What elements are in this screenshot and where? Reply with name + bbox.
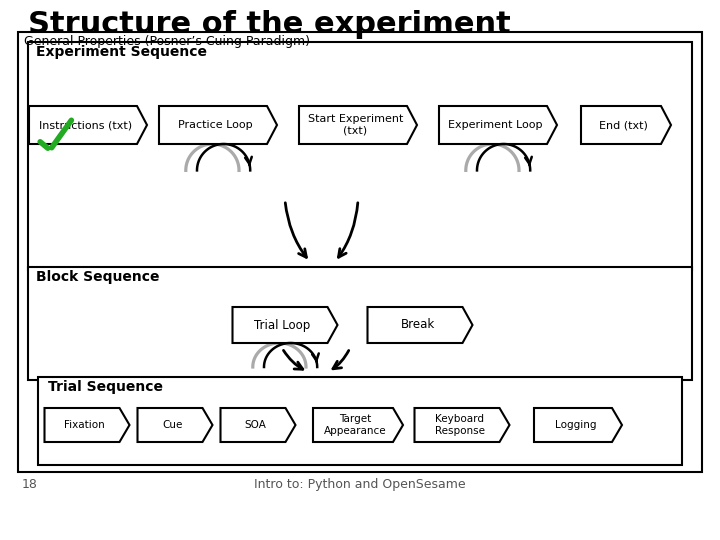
FancyBboxPatch shape <box>18 32 702 472</box>
Polygon shape <box>299 106 417 144</box>
Polygon shape <box>138 408 212 442</box>
Text: Keyboard
Response: Keyboard Response <box>434 414 485 436</box>
Polygon shape <box>45 408 130 442</box>
Text: Fixation: Fixation <box>64 420 105 430</box>
Text: Block Sequence: Block Sequence <box>36 270 160 284</box>
Polygon shape <box>313 408 403 442</box>
Text: Break: Break <box>400 319 435 332</box>
Polygon shape <box>534 408 622 442</box>
Text: Trial Sequence: Trial Sequence <box>48 380 163 394</box>
FancyBboxPatch shape <box>28 267 692 380</box>
Text: Structure of the experiment: Structure of the experiment <box>28 10 510 39</box>
Polygon shape <box>159 106 277 144</box>
FancyBboxPatch shape <box>38 377 682 465</box>
Text: Intro to: Python and OpenSesame: Intro to: Python and OpenSesame <box>254 478 466 491</box>
Text: Logging: Logging <box>554 420 596 430</box>
Text: Target
Appearance: Target Appearance <box>324 414 387 436</box>
Text: General Properties (Posner’s Cuing Paradigm): General Properties (Posner’s Cuing Parad… <box>24 35 310 48</box>
Polygon shape <box>581 106 671 144</box>
Text: Cue: Cue <box>162 420 183 430</box>
Text: Experiment Loop: Experiment Loop <box>449 120 543 130</box>
Polygon shape <box>220 408 295 442</box>
FancyBboxPatch shape <box>28 42 692 270</box>
Text: End (txt): End (txt) <box>599 120 648 130</box>
Polygon shape <box>233 307 338 343</box>
Text: Trial Loop: Trial Loop <box>254 319 310 332</box>
Text: 18: 18 <box>22 478 38 491</box>
Polygon shape <box>439 106 557 144</box>
Polygon shape <box>367 307 472 343</box>
Text: Instructions (txt): Instructions (txt) <box>39 120 132 130</box>
Text: Practice Loop: Practice Loop <box>178 120 253 130</box>
Polygon shape <box>29 106 147 144</box>
Polygon shape <box>415 408 510 442</box>
Text: SOA: SOA <box>245 420 266 430</box>
Text: Start Experiment
(txt): Start Experiment (txt) <box>308 114 403 136</box>
Text: Experiment Sequence: Experiment Sequence <box>36 45 207 59</box>
